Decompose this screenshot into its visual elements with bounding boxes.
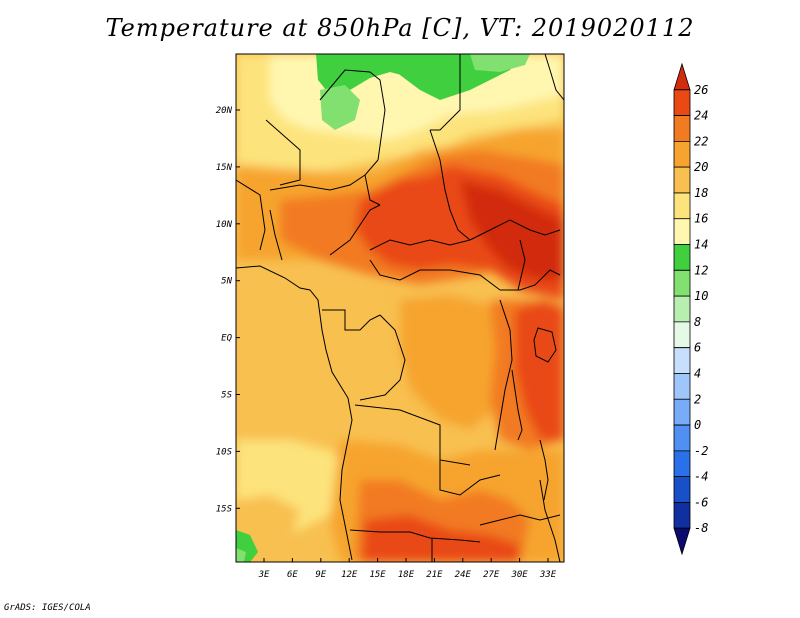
colorbar-bin (673, 140, 691, 168)
lake-tanganyika (511, 369, 523, 441)
colorbar-bin (673, 347, 691, 374)
colorbar-bin (673, 192, 691, 220)
field-region-congo-core (400, 295, 505, 430)
colorbar-bin (673, 269, 691, 297)
border-congo-drc (359, 314, 406, 401)
colorbar-label: -4 (694, 470, 708, 484)
field-region-sahara-cool-west (320, 85, 360, 130)
border-ss-east (500, 269, 561, 291)
field-region-sahara-cool-ne2 (470, 54, 530, 72)
colorbar-bin (673, 62, 691, 91)
colorbar-label: -2 (694, 444, 708, 458)
border-car-south (369, 259, 501, 291)
river-nile (517, 239, 526, 291)
border-angola-zambia (439, 460, 501, 496)
y-tick-label: 15S (216, 504, 233, 514)
border-mozambique (539, 479, 561, 562)
x-tick-label: 12E (341, 570, 358, 580)
colorbar-bin (673, 373, 691, 400)
border-mali-niger (265, 119, 301, 186)
y-tick-label: 5N (221, 277, 232, 287)
y-tick-label: 10S (216, 447, 233, 457)
colorbar-label: 16 (694, 212, 708, 226)
colorbar-label: -6 (694, 495, 708, 509)
y-tick-label: 15N (216, 163, 233, 173)
colorbar-label: 10 (694, 289, 708, 303)
lake-malawi (539, 439, 549, 501)
y-axis: 20N 15N 10N 5N EQ 5S 10S 15S (216, 106, 240, 514)
border-libya-egypt (430, 54, 461, 131)
border-zambia-south (479, 514, 561, 526)
x-tick-label: 27E (483, 570, 500, 580)
colorbar-label: 6 (694, 341, 701, 355)
red-sea-coast (544, 54, 564, 101)
x-tick-label: 15E (369, 570, 386, 580)
border-niger-nigeria (269, 174, 366, 191)
colorbar-bin (673, 166, 691, 194)
x-tick-label: 3E (258, 570, 270, 580)
field-region-east-hot (460, 180, 564, 280)
chart-title: Temperature at 850hPa [C], VT: 201902011… (105, 14, 695, 42)
colorbar-bin (673, 476, 691, 503)
country-borders (236, 54, 564, 562)
x-tick-label: 9E (315, 570, 326, 580)
y-tick-label: 5S (221, 391, 232, 401)
colorbar-bin (673, 450, 691, 478)
field-region-southwest-warm (236, 495, 300, 550)
x-tick-label: 6E (287, 570, 298, 580)
lake-victoria (533, 327, 557, 363)
colorbar-label: 4 (694, 366, 701, 380)
colorbar-label: 24 (694, 109, 708, 123)
border-algeria-niger (319, 69, 386, 161)
border-drc-east (494, 299, 513, 451)
colorbar-label: 2 (694, 392, 701, 406)
x-tick-label: 18E (398, 570, 415, 580)
colorbar-label: 22 (694, 134, 708, 148)
border-congo-gabon (322, 309, 381, 331)
colorbar-bin (673, 115, 691, 142)
x-tick-label: 33E (539, 570, 557, 580)
x-tick-label: 24E (455, 570, 472, 580)
border-angola-namibia (349, 529, 481, 543)
colorbar-bin (673, 218, 691, 245)
colorbar-bin (673, 89, 691, 116)
colorbar-bin (673, 295, 691, 323)
colorbar-label: -8 (694, 521, 708, 535)
y-tick-label: EQ (221, 334, 232, 344)
border-west-b (269, 209, 283, 261)
colorbar-label: 18 (694, 186, 708, 200)
colorbar-bin (673, 398, 691, 426)
colorbar-bin (673, 527, 691, 556)
border-chad-sudan (429, 129, 471, 241)
y-tick-label: 20N (216, 106, 233, 116)
border-sudan-ss (469, 219, 561, 241)
border-chad-car (369, 239, 471, 251)
map-frame (235, 53, 565, 563)
colorbar-label: 14 (694, 238, 708, 252)
colorbar-bin (673, 424, 691, 452)
colorbar-bin (673, 244, 691, 271)
x-tick-label: 21E (426, 570, 443, 580)
border-west-a (236, 179, 266, 251)
border-niger-chad (364, 159, 381, 206)
colorbar-label: 26 (694, 83, 708, 97)
grads-credit: GrADS: IGES/COLA (4, 603, 91, 613)
colorbar-label: 0 (694, 418, 701, 432)
x-tick-label: 30E (510, 570, 528, 580)
colorbar-label: 8 (694, 315, 701, 329)
colorbar-label: 12 (694, 263, 708, 277)
coastline (236, 265, 353, 561)
y-tick-label: 10N (216, 220, 233, 230)
border-nigeria-cameroon (329, 204, 381, 256)
colorbar-bin (673, 321, 691, 349)
x-axis: 3E 6E 9E 12E 15E 18E 21E 24E 27E 30E 33E (258, 558, 557, 580)
colorbar-bin (673, 502, 691, 529)
border-drc-angola (354, 404, 471, 466)
temperature-field (236, 54, 564, 562)
field-region-southwest-cool2 (236, 548, 246, 562)
field-region-rift-hot (515, 300, 564, 440)
colorbar-label: 20 (694, 160, 708, 174)
